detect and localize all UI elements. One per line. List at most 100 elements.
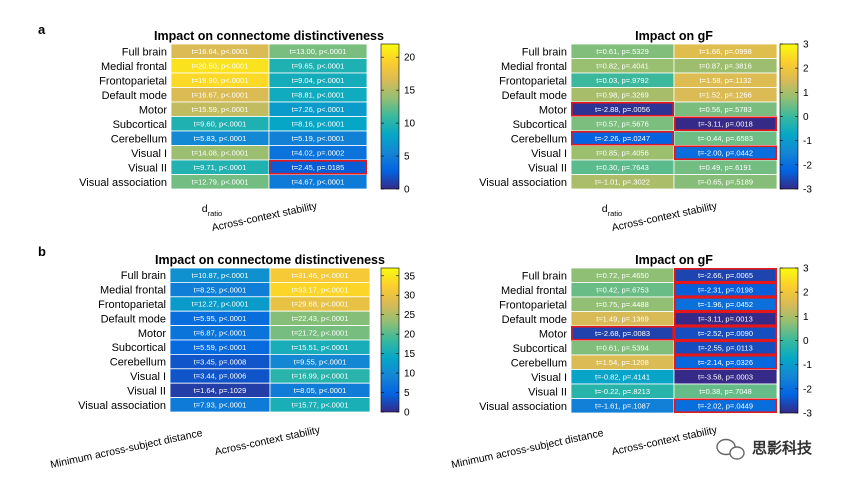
significance-highlight	[673, 398, 777, 413]
cell-label: t=-2.26, p=.0247	[595, 134, 650, 143]
row-label: Motor	[139, 104, 167, 116]
x-label-main: Minimum across-subject distance	[49, 427, 203, 471]
heatmap-panel-1: a Impact on connectome distinctiveness Ful…	[38, 22, 416, 234]
row-label: Visual association	[78, 400, 166, 412]
row-label: Default mode	[102, 90, 167, 102]
colorbar-tick-label: 0	[803, 112, 809, 123]
cell-label: t=-2.00, p=.0442	[698, 148, 753, 157]
cell-label: t=10.87, p<.0001	[192, 271, 249, 280]
cell-label: t=0.87, p=.3816	[699, 61, 752, 70]
cell-label: t=8.81, p<.0001	[292, 90, 345, 99]
cell-label: t=16.67, p<.0001	[192, 90, 249, 99]
cell-label: t=5.19, p<.0001	[292, 134, 345, 143]
cell-label: t=1.49, p=.1369	[596, 314, 649, 323]
significance-highlight	[673, 267, 777, 283]
cell-label: t=16.64, p<.0001	[192, 47, 249, 56]
row-label: Medial frontal	[501, 61, 567, 73]
cell-label: t=1.52, p=.1266	[699, 90, 752, 99]
colorbar-tick-label: 10	[404, 369, 416, 380]
cell-label: t=9.60, p<.0001	[194, 119, 247, 128]
cell-label: t=3.45, p=.0008	[194, 357, 247, 366]
row-label: Visual II	[528, 386, 567, 398]
colorbar-tick-label: 5	[404, 388, 410, 399]
cell-label: t=6.87, p<.0001	[194, 329, 247, 338]
cell-label: t=8.25, p<.0001	[194, 285, 247, 294]
cell-label: t=15.77, p<.0001	[292, 401, 349, 410]
cell-label: t=5.95, p<.0001	[194, 314, 247, 323]
x-label-subscript: ratio	[208, 209, 223, 218]
cell-label: t=-2.31, p=.0198	[698, 285, 753, 294]
significance-highlight	[570, 131, 674, 146]
x-axis-label: Across-context stability	[611, 200, 719, 234]
colorbar-tick-label: 20	[404, 330, 416, 341]
cell-label: t=1.54, p=.1208	[596, 358, 649, 367]
x-label-subscript: ratio	[608, 209, 623, 218]
cell-label: t=16.99, p<.0001	[292, 372, 349, 381]
significance-highlight	[673, 340, 777, 355]
cell-label: t=-3.11, p=.0018	[698, 119, 753, 128]
cell-label: t=7.26, p<.0001	[292, 105, 345, 114]
cell-label: t=9.71, p<.0001	[194, 163, 247, 172]
cell-label: t=33.17, p<.0001	[292, 285, 349, 294]
cell-label: t=20.50, p<.0001	[192, 61, 249, 70]
row-label: Frontoparietal	[99, 75, 167, 87]
cell-label: t=21.72, p<.0001	[292, 329, 349, 338]
cell-label: t=-2.68, p=.0083	[595, 329, 650, 338]
cell-label: t=0.61, p=.5394	[596, 343, 649, 352]
cell-label: t=0.56, p=.5783	[699, 105, 752, 114]
cell-label: t=0.61, p=.5329	[596, 47, 649, 56]
cell-label: t=-3.58, p=.0003	[698, 372, 753, 381]
row-label: Cerebellum	[111, 133, 167, 145]
colorbar-tick-label: 0	[404, 408, 410, 419]
cell-label: t=8.16, p<.0001	[292, 119, 345, 128]
row-label: Visual II	[128, 162, 167, 174]
cell-label: t=0.75, p=.4488	[596, 300, 649, 309]
significance-highlight	[673, 354, 777, 370]
cell-label: t=22.43, p<.0001	[292, 314, 349, 323]
x-label-main: Across-context stability	[611, 424, 719, 458]
colorbar-tick-label: -3	[803, 409, 812, 420]
row-label: Medial frontal	[101, 61, 167, 73]
row-label: Full brain	[122, 46, 167, 58]
colorbar-tick-label: -1	[803, 360, 812, 371]
cell-label: t=29.68, p<.0001	[292, 300, 349, 309]
colorbar-tick-label: 0	[404, 185, 410, 196]
colorbar	[380, 267, 400, 413]
colorbar-tick-label: 2	[803, 288, 809, 299]
colorbar-tick-label: 3	[803, 264, 809, 275]
cell-label: t=1.58, p=.1132	[700, 76, 752, 85]
cell-label: t=9.65, p<.0001	[292, 61, 345, 70]
colorbar-tick-label: 15	[404, 349, 416, 360]
x-label-main: Across-context stability	[211, 200, 319, 234]
row-label: Full brain	[522, 270, 567, 282]
x-axis-label: Minimum across-subject distance	[450, 427, 604, 471]
cell-label: t=15.51, p<.0001	[292, 343, 349, 352]
heatmap-panel-2: Impact on gF Full brain Medial frontal Fron…	[479, 29, 812, 234]
x-axis-label: Across-context stability	[211, 200, 319, 234]
row-label: Cerebellum	[110, 357, 166, 369]
panel-letter: b	[38, 244, 46, 259]
x-axis-label: dratio	[202, 203, 222, 218]
chart-title: Impact on gF	[635, 253, 713, 267]
heatmap-panel-3: b Impact on connectome distinctiveness Ful…	[38, 244, 416, 471]
significance-highlight	[570, 325, 674, 341]
cell-label: t=31.46, p<.0001	[292, 271, 349, 280]
row-label: Subcortical	[112, 342, 166, 354]
cell-label: t=19.90, p<.0001	[192, 76, 249, 85]
row-label: Default mode	[101, 313, 166, 325]
row-label: Medial frontal	[100, 285, 166, 297]
row-label: Visual I	[531, 148, 567, 160]
wechat-logo-icon-small	[729, 446, 745, 460]
colorbar-tick-label: 3	[803, 40, 809, 51]
colorbar-tick-label: -2	[803, 384, 812, 395]
row-label: Full brain	[522, 46, 567, 58]
cell-label: t=2.45, p=.0185	[292, 163, 345, 172]
cell-label: t=0.38, p=.7048	[699, 387, 752, 396]
cell-label: t=1.66, p=.0998	[699, 47, 752, 56]
cell-label: t=0.03, p=.9792	[596, 76, 649, 85]
cell-label: t=5.59, p<.0001	[194, 343, 247, 352]
cell-label: t=-0.82, p=.4141	[595, 372, 650, 381]
significance-highlight	[268, 160, 367, 175]
colorbar-tick-label: 1	[803, 312, 809, 323]
x-axis-label: dratio	[602, 203, 622, 218]
